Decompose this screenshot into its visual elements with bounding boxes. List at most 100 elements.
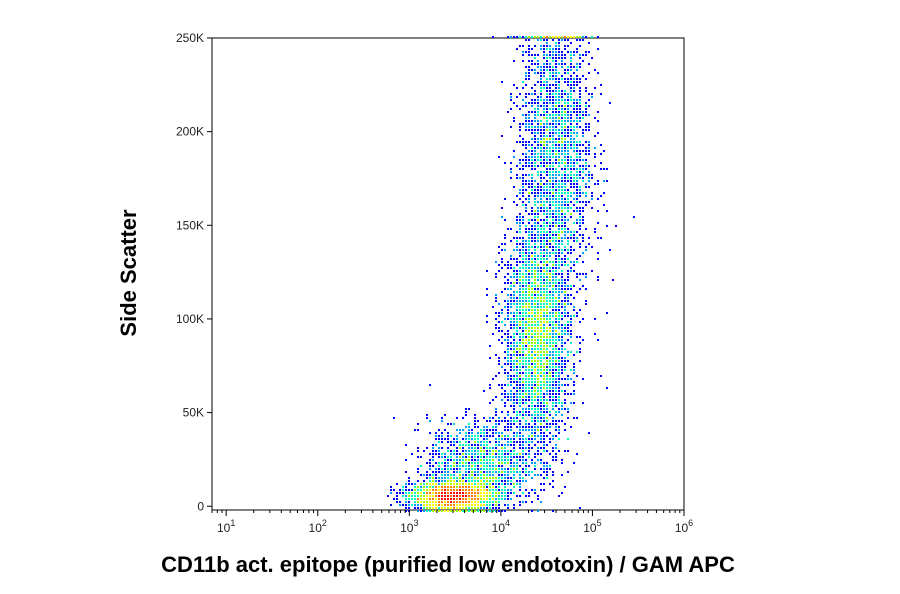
- event-point: [537, 111, 539, 113]
- event-point: [561, 279, 563, 281]
- event-point: [543, 84, 545, 86]
- event-point: [555, 264, 557, 266]
- event-point: [537, 420, 539, 422]
- event-point: [519, 231, 521, 233]
- event-point: [546, 315, 548, 317]
- event-point: [525, 207, 527, 209]
- event-point: [576, 336, 578, 338]
- event-point: [435, 435, 437, 437]
- event-point: [591, 270, 593, 272]
- event-point: [555, 192, 557, 194]
- event-point: [510, 300, 512, 302]
- event-point: [549, 384, 551, 386]
- event-point: [543, 45, 545, 47]
- event-point: [441, 420, 443, 422]
- event-point: [531, 105, 533, 107]
- event-point: [540, 114, 542, 116]
- event-point: [555, 414, 557, 416]
- event-point: [537, 285, 539, 287]
- event-point: [516, 243, 518, 245]
- event-point: [549, 189, 551, 191]
- event-point: [501, 471, 503, 473]
- event-point: [570, 51, 572, 53]
- event-point: [579, 156, 581, 158]
- event-point: [489, 357, 491, 359]
- event-point: [405, 498, 407, 500]
- event-point: [495, 444, 497, 446]
- event-point: [543, 240, 545, 242]
- event-point: [558, 390, 560, 392]
- event-point: [543, 210, 545, 212]
- event-point: [555, 357, 557, 359]
- event-point: [537, 384, 539, 386]
- event-point: [543, 72, 545, 74]
- event-point: [519, 366, 521, 368]
- event-point: [555, 279, 557, 281]
- event-point: [543, 150, 545, 152]
- event-point: [510, 168, 512, 170]
- event-point: [543, 108, 545, 110]
- event-point: [546, 339, 548, 341]
- event-point: [525, 426, 527, 428]
- event-point: [408, 477, 410, 479]
- event-point: [483, 486, 485, 488]
- event-point: [480, 465, 482, 467]
- event-point: [528, 495, 530, 497]
- event-point: [567, 102, 569, 104]
- event-point: [540, 48, 542, 50]
- event-point: [534, 378, 536, 380]
- event-point: [564, 69, 566, 71]
- event-point: [549, 378, 551, 380]
- event-point: [552, 105, 554, 107]
- event-point: [546, 135, 548, 137]
- event-point: [429, 462, 431, 464]
- event-point: [582, 117, 584, 119]
- event-point: [579, 87, 581, 89]
- event-point: [564, 120, 566, 122]
- event-point: [549, 234, 551, 236]
- event-point: [504, 249, 506, 251]
- event-point: [435, 480, 437, 482]
- event-point: [549, 204, 551, 206]
- event-point: [510, 423, 512, 425]
- event-point: [504, 402, 506, 404]
- event-point: [480, 471, 482, 473]
- event-point: [537, 498, 539, 500]
- event-point: [546, 48, 548, 50]
- event-point: [495, 498, 497, 500]
- event-point: [474, 444, 476, 446]
- event-point: [546, 243, 548, 245]
- y-tick-label: 200K: [176, 125, 204, 139]
- event-point: [486, 498, 488, 500]
- event-point: [558, 147, 560, 149]
- event-point: [543, 186, 545, 188]
- event-point: [558, 99, 560, 101]
- event-point: [477, 459, 479, 461]
- event-point: [474, 498, 476, 500]
- event-point: [543, 435, 545, 437]
- event-point: [465, 492, 467, 494]
- event-point: [561, 231, 563, 233]
- event-point: [582, 36, 584, 38]
- event-point: [531, 54, 533, 56]
- event-point: [468, 483, 470, 485]
- event-point: [540, 438, 542, 440]
- event-point: [528, 414, 530, 416]
- event-point: [522, 222, 524, 224]
- event-point: [513, 276, 515, 278]
- event-point: [549, 198, 551, 200]
- event-point: [549, 276, 551, 278]
- event-point: [537, 216, 539, 218]
- event-point: [576, 276, 578, 278]
- event-point: [558, 144, 560, 146]
- event-point: [459, 456, 461, 458]
- event-point: [552, 102, 554, 104]
- event-point: [564, 360, 566, 362]
- event-point: [456, 504, 458, 506]
- event-point: [462, 480, 464, 482]
- event-point: [507, 336, 509, 338]
- event-point: [576, 195, 578, 197]
- event-point: [588, 72, 590, 74]
- event-point: [546, 87, 548, 89]
- event-point: [558, 366, 560, 368]
